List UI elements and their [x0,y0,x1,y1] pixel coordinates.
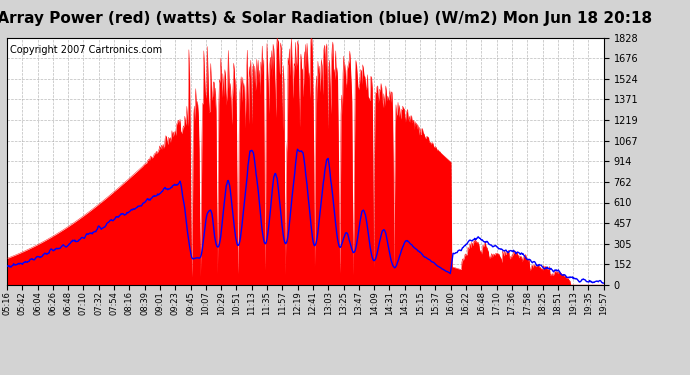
Text: East Array Power (red) (watts) & Solar Radiation (blue) (W/m2) Mon Jun 18 20:18: East Array Power (red) (watts) & Solar R… [0,11,652,26]
Text: Copyright 2007 Cartronics.com: Copyright 2007 Cartronics.com [10,45,162,55]
